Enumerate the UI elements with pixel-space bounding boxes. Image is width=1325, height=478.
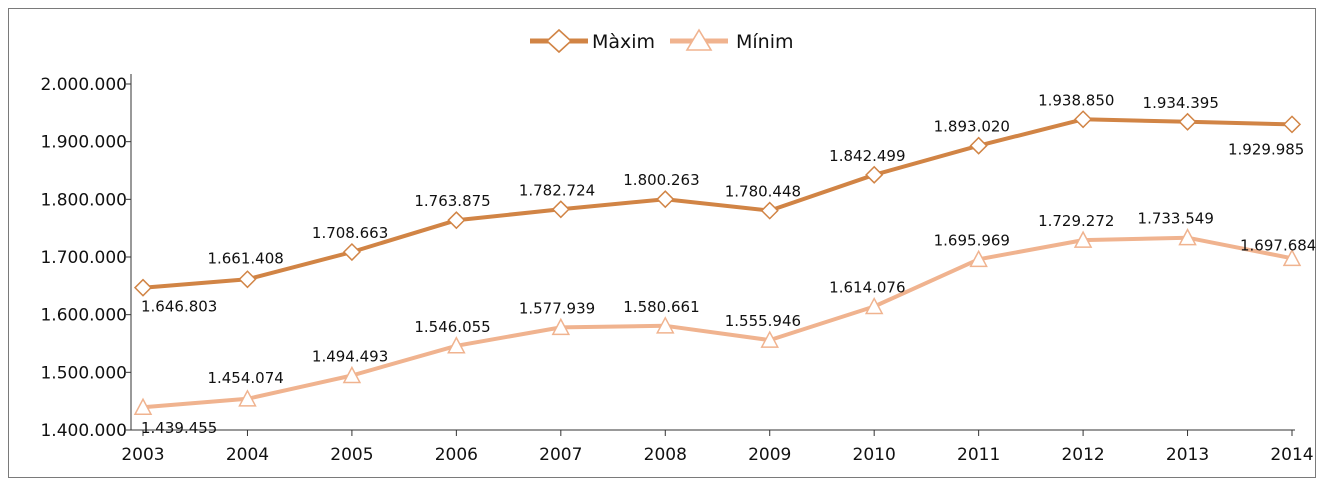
- data-label-minim: 1.580.661: [623, 298, 699, 316]
- x-tick-label: 2003: [121, 445, 164, 465]
- data-point-maxim: [447, 211, 466, 230]
- x-tick-label: 2011: [957, 445, 1000, 465]
- series-line-maxim: [142, 117, 1293, 290]
- y-tick-label: 2.000.000: [40, 75, 127, 95]
- x-tick-label: 2010: [853, 445, 896, 465]
- data-point-maxim: [342, 242, 361, 262]
- x-tick-label: 2005: [330, 445, 373, 465]
- axes: 1.400.000 1.500.000 1.600.000 1.700.000 1.80…: [40, 74, 1314, 465]
- legend-marker-diamond: [545, 28, 573, 54]
- data-point-minim: [133, 397, 153, 415]
- data-label-minim: 1.729.272: [1038, 212, 1114, 230]
- data-point-minim: [864, 296, 884, 315]
- y-tick-label: 1.500.000: [40, 363, 127, 383]
- data-point-maxim: [969, 136, 988, 155]
- legend-marker-triangle: [685, 28, 713, 51]
- y-tick-label: 1.400.000: [40, 421, 127, 441]
- data-point-maxim: [551, 200, 570, 219]
- data-label-minim: 1.546.055: [414, 318, 490, 336]
- data-point-minim: [1073, 230, 1093, 248]
- series-line-minim: [142, 235, 1293, 410]
- data-point-maxim: [1074, 110, 1093, 129]
- data-label-maxim: 1.929.985: [1228, 140, 1304, 158]
- y-tick-label: 1.700.000: [40, 248, 127, 268]
- data-label-minim: 1.733.549: [1138, 210, 1214, 228]
- data-label-minim: 1.439.455: [141, 419, 217, 437]
- data-point-minim: [238, 389, 257, 407]
- data-label-minim: 1.697.684: [1240, 236, 1316, 254]
- x-tick-label: 2006: [435, 445, 478, 465]
- data-label-maxim: 1.763.875: [414, 192, 490, 210]
- legend-label: Màxim: [592, 31, 655, 53]
- data-label-maxim: 1.842.499: [829, 147, 905, 165]
- data-point-minim: [1178, 228, 1197, 246]
- data-point-maxim: [656, 190, 675, 209]
- data-label-maxim: 1.708.663: [312, 224, 388, 242]
- data-point-minim: [969, 249, 988, 268]
- data-label-maxim: 1.780.448: [725, 183, 801, 201]
- data-label-maxim: 1.782.724: [519, 181, 595, 199]
- y-tick-label: 1.800.000: [40, 190, 127, 210]
- y-tick-label: 1.900.000: [40, 133, 127, 153]
- series-layer: [133, 110, 1302, 415]
- data-label-minim: 1.555.946: [725, 312, 801, 330]
- data-label-maxim: 1.893.020: [934, 118, 1010, 136]
- x-tick-label: 2012: [1061, 445, 1104, 465]
- x-tick-label: 2004: [226, 445, 269, 465]
- data-label-maxim: 1.934.395: [1143, 94, 1219, 112]
- data-point-minim: [1282, 248, 1302, 267]
- data-point-minim: [656, 316, 675, 334]
- x-tick-label: 2007: [539, 445, 582, 465]
- data-point-minim: [551, 317, 571, 336]
- data-point-maxim: [238, 270, 257, 289]
- legend-label: Mínim: [736, 31, 794, 53]
- data-label-maxim: 1.646.803: [141, 298, 217, 316]
- data-label-minim: 1.494.493: [312, 348, 388, 366]
- x-tick-label: 2013: [1166, 445, 1209, 465]
- data-point-minim: [447, 336, 466, 354]
- data-point-minim: [760, 330, 779, 348]
- y-tick-label: 1.600.000: [40, 306, 127, 326]
- x-tick-label: 2009: [748, 445, 791, 465]
- data-label-minim: 1.454.074: [207, 369, 283, 387]
- data-label-minim: 1.614.076: [829, 279, 905, 297]
- data-point-maxim: [1282, 115, 1302, 134]
- data-point-maxim: [865, 165, 884, 184]
- legend: Màxim Mínim: [530, 28, 794, 54]
- data-point-maxim: [133, 278, 153, 297]
- data-label-minim: 1.577.939: [519, 299, 595, 317]
- data-label-minim: 1.695.969: [934, 231, 1010, 249]
- data-point-maxim: [1178, 112, 1197, 131]
- data-labels: 1.646.803 1.661.408 1.708.663 1.763.875 1.78…: [141, 91, 1316, 437]
- data-label-maxim: 1.938.850: [1038, 91, 1114, 109]
- data-point-maxim: [760, 201, 779, 220]
- data-point-minim: [342, 365, 362, 384]
- x-tick-label: 2014: [1270, 445, 1313, 465]
- data-label-maxim: 1.800.263: [623, 171, 699, 189]
- data-label-maxim: 1.661.408: [207, 249, 283, 267]
- x-tick-label: 2008: [644, 445, 687, 465]
